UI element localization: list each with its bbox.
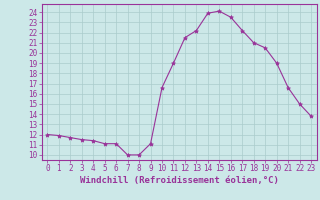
X-axis label: Windchill (Refroidissement éolien,°C): Windchill (Refroidissement éolien,°C): [80, 176, 279, 185]
